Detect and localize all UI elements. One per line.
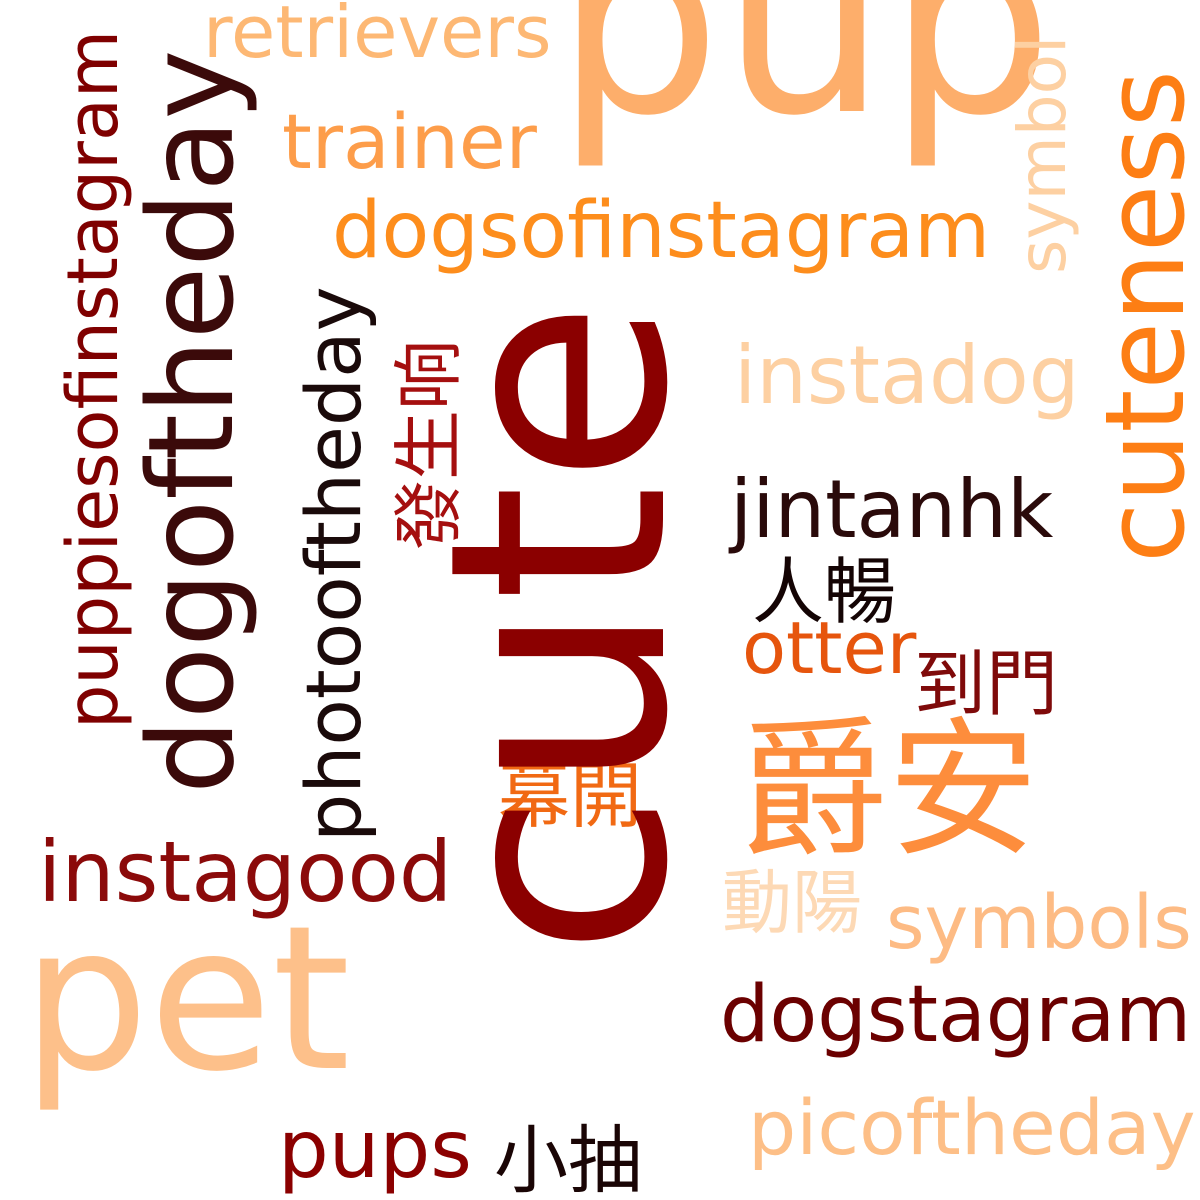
word-jueoan: 爵安	[738, 704, 1039, 878]
word-mokhoi: 幕開	[498, 754, 643, 838]
word-instadog: instadog	[734, 329, 1080, 422]
word-dungyeung: 動陽	[722, 862, 862, 944]
word-symbol: symbol	[1004, 35, 1081, 274]
word-yancheung: 人暢	[752, 550, 897, 634]
word-photooftheday: photooftheday	[289, 286, 378, 842]
word-picoftheday: picoftheday	[748, 1083, 1196, 1172]
word-cuteness: cuteness	[1081, 69, 1200, 563]
word-pet: pet	[22, 883, 351, 1116]
word-symbols: symbols	[886, 880, 1192, 966]
word-dogoftheday: dogoftheday	[122, 49, 260, 794]
word-siuchau: 小抽	[494, 1118, 642, 1200]
word-pups: pups	[278, 1103, 472, 1196]
word-doumun: 到門	[914, 642, 1059, 726]
word-jintanhk: jintanhk	[730, 463, 1054, 556]
word-dogsofinstagram: dogsofinstagram	[332, 186, 991, 276]
word-pup: pup	[555, 0, 1054, 173]
word-trainer: trainer	[282, 97, 537, 186]
word-cute: cute	[385, 299, 734, 957]
word-dogstagram: dogstagram	[720, 970, 1192, 1060]
word-puppiesofinstagram: puppiesofinstagram	[52, 29, 134, 729]
word-otter: otter	[742, 606, 917, 690]
word-retrievers: retrievers	[203, 0, 552, 74]
word-instagood: instagood	[38, 823, 453, 921]
